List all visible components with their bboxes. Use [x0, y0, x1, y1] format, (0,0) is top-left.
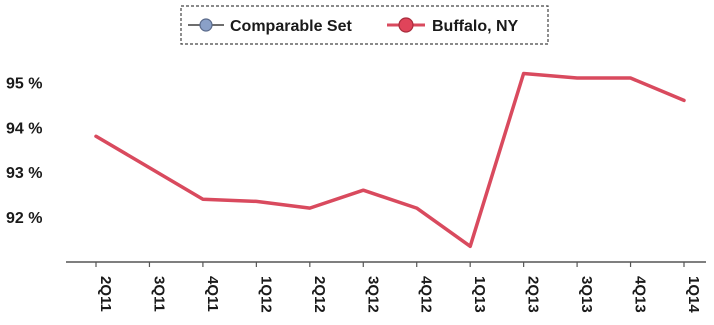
legend-item-buffalo-ny: Buffalo, NY — [387, 17, 519, 35]
x-tick-label: 3Q13 — [578, 276, 595, 313]
y-tick-label: 92 % — [6, 210, 42, 227]
legend: Comparable Set Buffalo, NY — [180, 5, 549, 45]
y-tick-label: 95 % — [6, 75, 42, 92]
legend-label-comparable-set: Comparable Set — [230, 18, 352, 35]
x-axis-ticks: 2Q11 3Q11 4Q11 1Q12 2Q12 3Q12 4Q12 1Q13 2Q13 3Q13… — [95, 262, 702, 313]
legend-marker-buffalo-ny — [398, 17, 414, 33]
x-tick-label: 1Q12 — [257, 276, 274, 313]
series-line-buffalo-ny — [94, 71, 686, 249]
x-tick-label: 4Q13 — [632, 276, 649, 313]
legend-marker-comparable-set — [199, 18, 213, 32]
legend-label-buffalo-ny: Buffalo, NY — [432, 18, 519, 35]
y-axis-ticks: 92 % 93 % 94 % 95 % — [6, 75, 42, 227]
x-tick-label: 1Q13 — [471, 276, 488, 313]
x-tick-label: 2Q11 — [97, 276, 114, 312]
x-tick-label: 1Q14 — [685, 276, 702, 313]
x-tick-label: 2Q12 — [311, 276, 328, 313]
legend-box — [180, 5, 549, 45]
x-tick-label: 4Q11 — [204, 276, 221, 312]
y-tick-label: 93 % — [6, 165, 42, 182]
legend-item-comparable-set: Comparable Set — [188, 18, 352, 35]
x-tick-label: 2Q13 — [525, 276, 542, 313]
x-tick-label: 3Q11 — [150, 276, 167, 312]
y-tick-label: 94 % — [6, 120, 42, 137]
x-tick-label: 4Q12 — [418, 276, 435, 313]
series-layer — [94, 71, 686, 249]
x-tick-label: 3Q12 — [364, 276, 381, 313]
